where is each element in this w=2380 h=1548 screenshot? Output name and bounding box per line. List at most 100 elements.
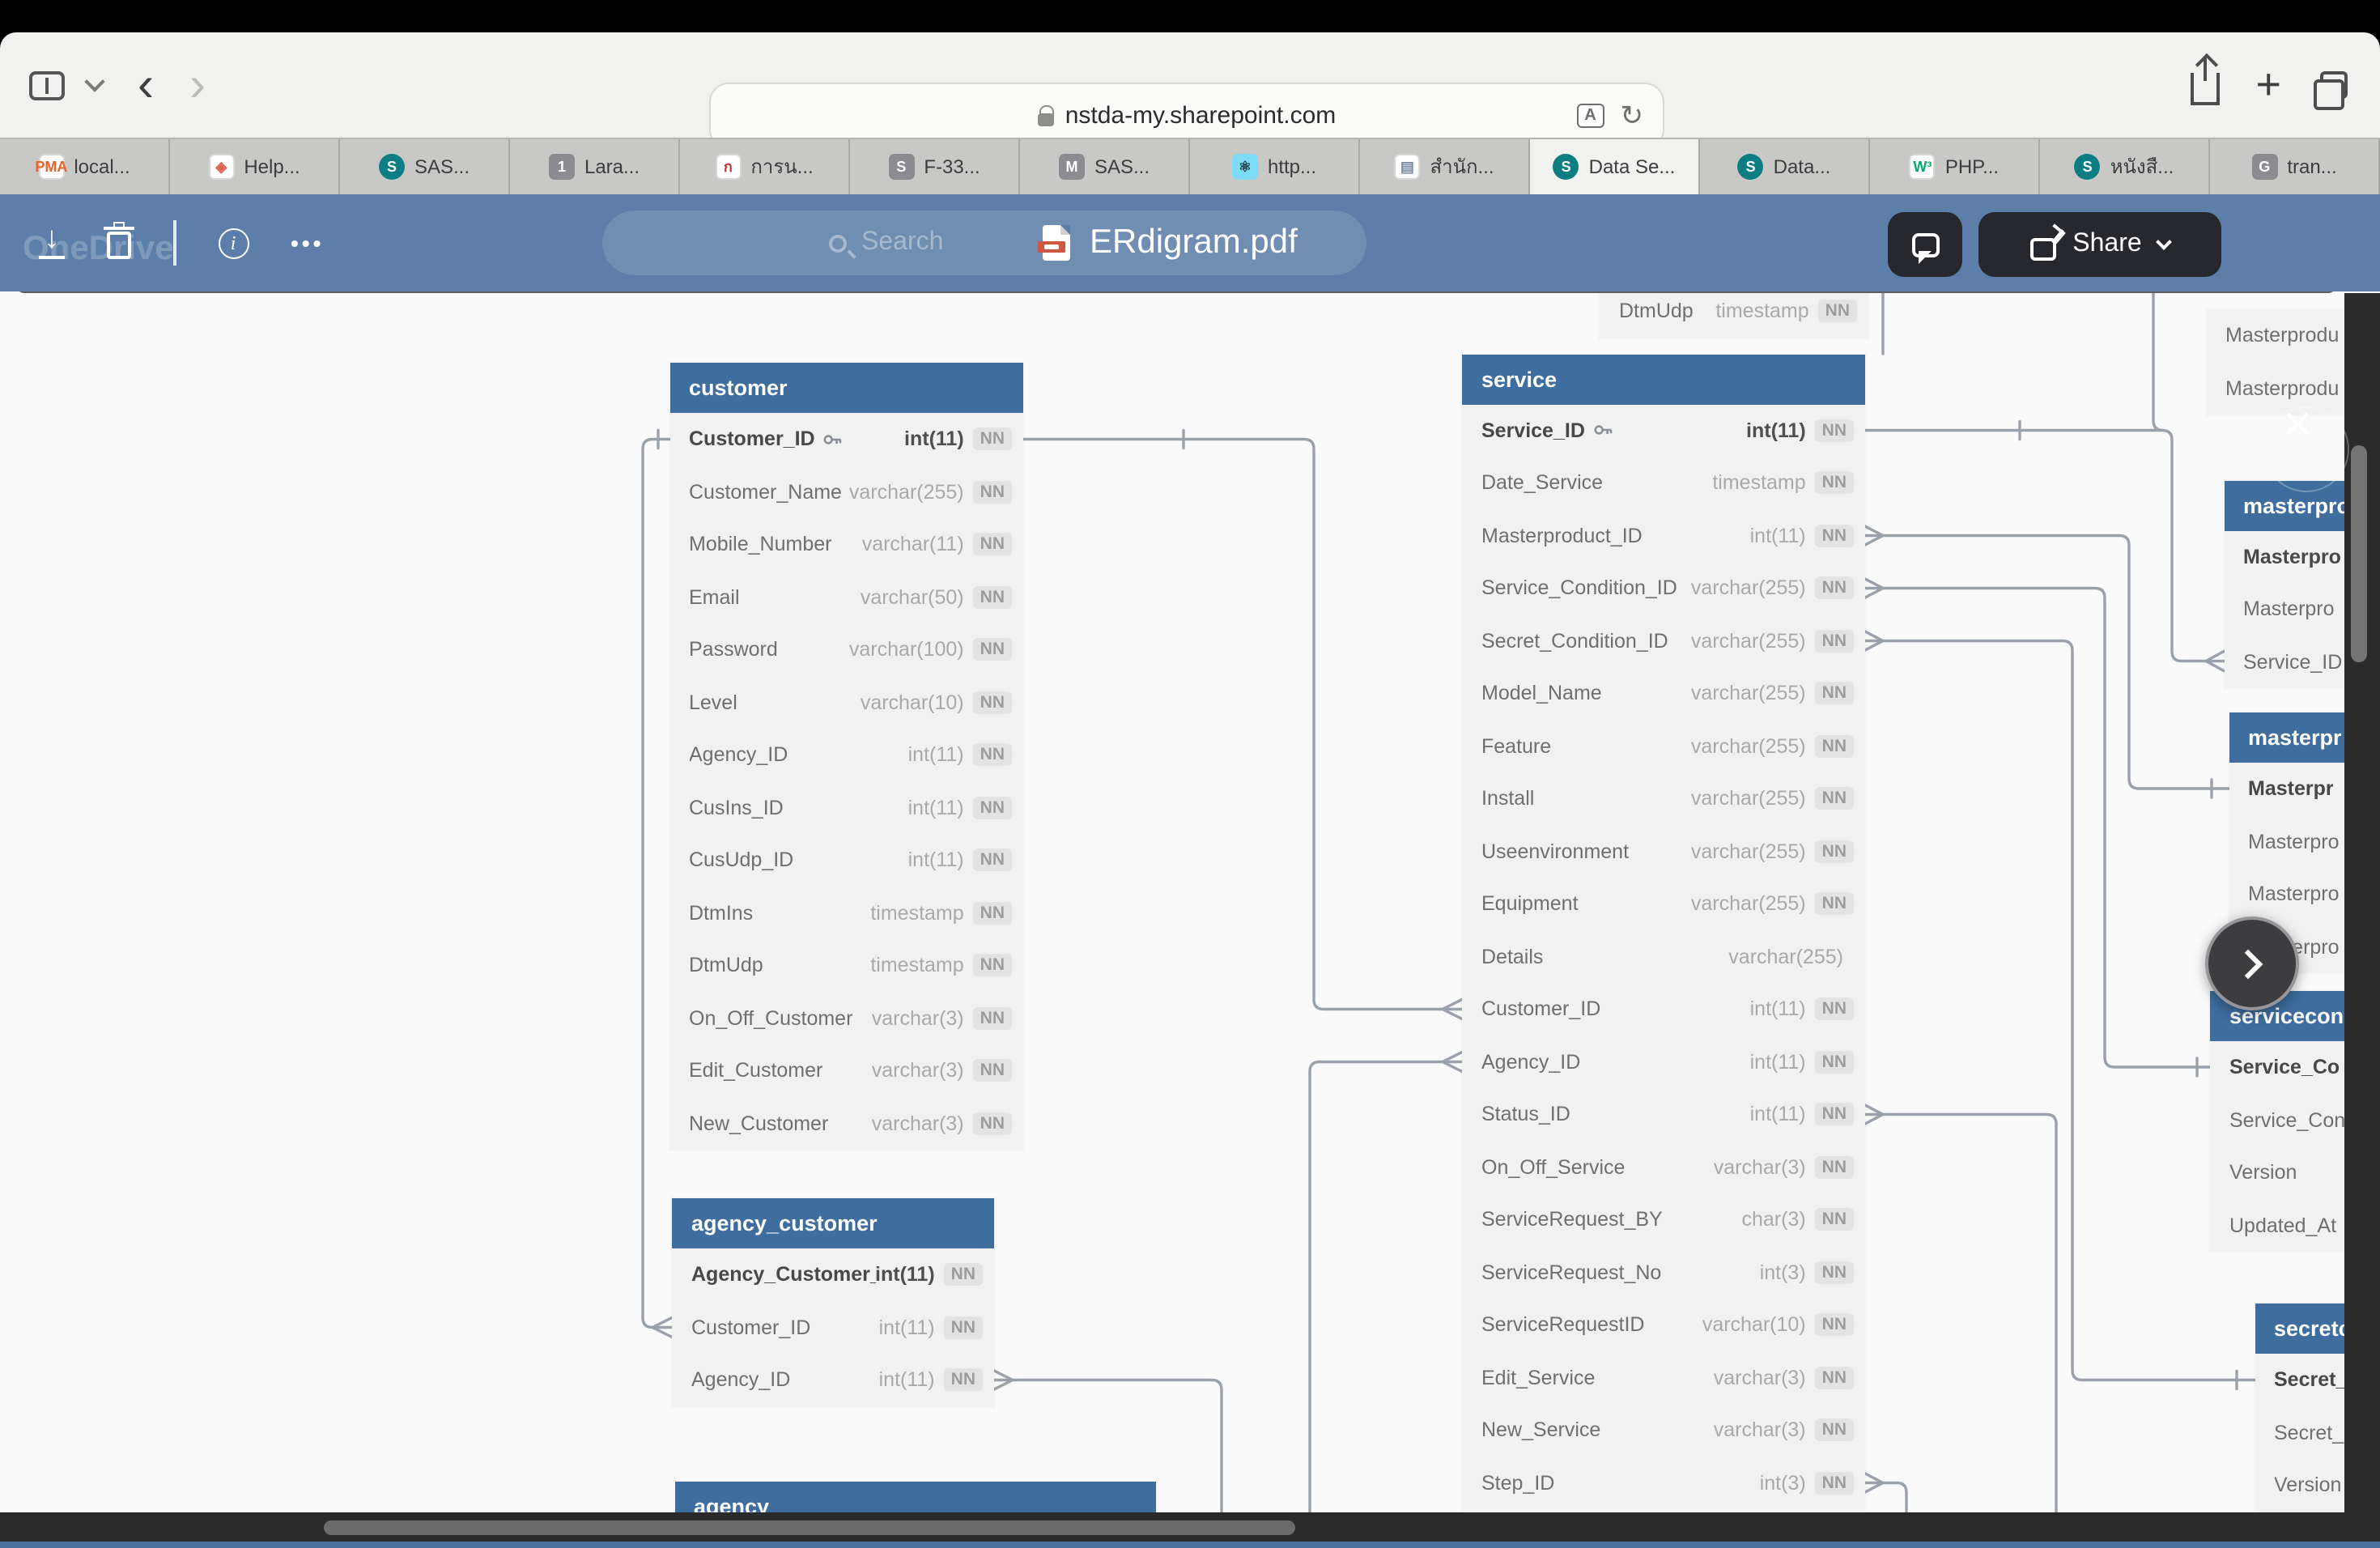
tab-0[interactable]: PMA local... [0, 139, 170, 194]
er-field-row: Masterpr [2229, 763, 2380, 815]
er-field-row: Secret_Condition_ID varchar(255) NN [1462, 615, 1864, 667]
field-type: varchar(10) [1702, 1313, 1806, 1337]
field-name: Status_ID [1481, 1103, 1570, 1126]
tab-10[interactable]: S Data... [1700, 139, 1870, 194]
tab-1[interactable]: ◈ Help... [170, 139, 340, 194]
not-null-badge: NN [973, 796, 1011, 819]
document-title: ERdigram.pdf [1090, 223, 1298, 261]
field-type: timestamp [1712, 471, 1806, 495]
field-name: Password [689, 638, 778, 661]
tab-6[interactable]: M SAS... [1020, 139, 1190, 194]
tab-label: Lara... [584, 155, 640, 178]
field-name: Customer_ID [1481, 997, 1601, 1021]
field-type: timestamp [870, 954, 964, 977]
field-type: varchar(100) [848, 638, 964, 661]
er-field-row: Install varchar(255) NN [1462, 772, 1864, 825]
more-options-icon[interactable]: ••• [291, 230, 325, 256]
pdf-canvas [0, 291, 2380, 1512]
er-field-row: CusUdp_ID int(11) NN [669, 834, 1022, 887]
er-field-row: DtmIns timestamp NN [669, 887, 1022, 939]
er-field-row: Masterprodu [2206, 309, 2380, 362]
g-icon: G [2251, 154, 2278, 180]
numbered-icon: 1 [548, 154, 575, 180]
field-name: Masterpro [2243, 598, 2335, 621]
er-field-row: Email varchar(50) NN [669, 571, 1022, 623]
tab-11[interactable]: W³ PHP... [1870, 139, 2040, 194]
tab-3[interactable]: 1 Lara... [510, 139, 680, 194]
vertical-scrollbar-track[interactable] [2344, 293, 2380, 1512]
field-name: DtmIns [689, 901, 754, 925]
er-table-body: Service_ID int(11) NN Date_Service timestamp… [1462, 404, 1864, 1509]
onedrive-toolbar: OneDrive ↓ i ••• Search ERdigram.pdf Sha… [0, 194, 2380, 492]
er-table-header: agency_customer [672, 1198, 993, 1248]
search-ghost[interactable]: Search [829, 211, 943, 275]
field-type: int(3) [1759, 1471, 1806, 1495]
info-icon[interactable]: i [218, 228, 249, 258]
er-field-row: Customer_ID int(11) NN [1462, 983, 1864, 1036]
tab-4[interactable]: ก การน... [680, 139, 850, 194]
er-field-row: ServiceRequest_No int(3) NN [1462, 1246, 1864, 1299]
sharepoint-icon: S [1553, 154, 1579, 180]
not-null-badge: NN [973, 743, 1011, 767]
tab-5[interactable]: S F-33... [850, 139, 1020, 194]
tab-label: SAS... [1094, 155, 1150, 178]
tab-2[interactable]: S SAS... [340, 139, 510, 194]
tab-12[interactable]: S หนังสื... [2040, 139, 2210, 194]
horizontal-scrollbar-thumb[interactable] [324, 1520, 1295, 1534]
translate-icon[interactable]: A [1576, 104, 1604, 128]
sharepoint-icon: S [1737, 154, 1764, 180]
tab-8[interactable]: ▤ สำนัก... [1360, 139, 1530, 194]
primary-key-icon [1593, 420, 1614, 441]
chevron-down-icon[interactable] [84, 71, 105, 92]
er-field-row: Masterpro [2224, 583, 2380, 636]
field-name: On_Off_Customer [689, 1006, 853, 1030]
back-button[interactable]: ‹ [138, 57, 154, 111]
field-type: char(3) [1741, 1208, 1806, 1231]
tab-label: Help... [244, 155, 300, 178]
new-tab-button[interactable]: + [2255, 60, 2281, 108]
not-null-badge: NN [973, 901, 1011, 925]
er-table-body: DtmUdp timestamp NN [1600, 285, 1868, 338]
share-icon[interactable] [2191, 57, 2221, 104]
field-type: int(11) [1749, 1103, 1806, 1126]
reload-icon[interactable]: ↻ [1620, 100, 1644, 130]
field-name: Mobile_Number [689, 533, 832, 556]
er-table-body: Customer_ID int(11) NN Customer_Name varchar… [669, 413, 1022, 1150]
trash-icon[interactable] [104, 222, 134, 259]
lock-icon [1037, 104, 1055, 125]
vertical-scrollbar-thumb[interactable] [2351, 445, 2367, 662]
next-page-button[interactable] [2205, 916, 2299, 1010]
not-null-badge: NN [1815, 524, 1853, 547]
sharepoint-icon: S [378, 154, 405, 180]
er-field-row: Edit_Service varchar(3) NN [1462, 1351, 1864, 1404]
forward-button[interactable]: › [189, 57, 206, 111]
search-label: Search [861, 228, 944, 256]
close-button[interactable]: × [2283, 395, 2313, 452]
field-name: Equipment [1481, 892, 1579, 916]
not-null-badge: NN [1815, 576, 1853, 600]
not-null-badge: NN [973, 638, 1011, 661]
download-icon[interactable]: ↓ [39, 223, 65, 259]
field-name: Masterpro [2248, 830, 2340, 853]
er-table-partial-top: DtmUdp timestamp NN [1600, 285, 1868, 338]
tab-7[interactable]: ⚛ http... [1190, 139, 1360, 194]
tab-9[interactable]: S Data Se... [1530, 139, 1700, 194]
field-type: varchar(255) [1690, 734, 1806, 758]
field-name: CusIns_ID [689, 796, 784, 819]
field-name: Masterpro [2248, 882, 2340, 906]
er-field-row: Masterpro [2229, 868, 2380, 921]
tab-label: หนังสื... [2110, 155, 2174, 177]
not-null-badge: NN [1815, 1208, 1853, 1231]
share-button[interactable]: Share [1978, 212, 2221, 277]
sidebar-toggle-icon[interactable] [29, 70, 65, 100]
search-icon [829, 234, 847, 252]
tab-overview-icon[interactable] [2314, 71, 2348, 110]
tab-label: local... [74, 155, 130, 178]
er-field-row: Feature varchar(255) NN [1462, 720, 1864, 772]
field-name: Masterpr [2248, 777, 2334, 801]
field-name: Service_Co [2229, 1056, 2340, 1079]
horizontal-scrollbar-track[interactable] [0, 1512, 2380, 1542]
comment-button[interactable] [1888, 212, 1962, 277]
